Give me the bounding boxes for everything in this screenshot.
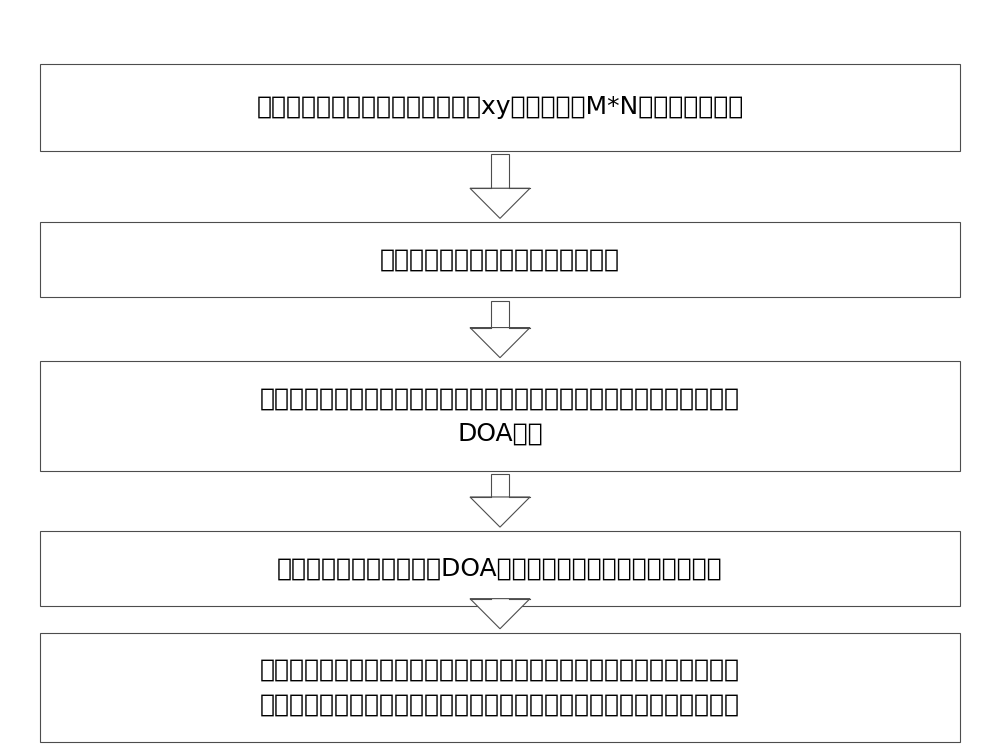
Text: 针对通信的基站与某移动终端，在xy平面上构造M*N个阵元的天线阵: 针对通信的基站与某移动终端，在xy平面上构造M*N个阵元的天线阵 bbox=[256, 96, 744, 119]
Text: 分别计算天线阵中每个阵因子的权值: 分别计算天线阵中每个阵因子的权值 bbox=[380, 248, 620, 272]
Text: 运用调整后每个阵因子的权值，通过对期望方向和非期望方向周围的角度
区域施加约束，在非期望方向上进行零陷扩展，同时在期望方向上无失真: 运用调整后每个阵因子的权值，通过对期望方向和非期望方向周围的角度 区域施加约束，… bbox=[260, 657, 740, 717]
Polygon shape bbox=[470, 188, 530, 218]
Polygon shape bbox=[470, 328, 530, 358]
Bar bbox=[491, 599, 509, 610]
Text: 根据各终端与基站之间的DOA信息，重新调整每个阵因子的权值: 根据各终端与基站之间的DOA信息，重新调整每个阵因子的权值 bbox=[277, 556, 723, 581]
Bar bbox=[40, 633, 960, 742]
Bar bbox=[40, 64, 960, 151]
Text: 根据目标移动终端与干扰移动终端的位置，分别计算各终端与基站之间的
DOA信息: 根据目标移动终端与干扰移动终端的位置，分别计算各终端与基站之间的 DOA信息 bbox=[260, 386, 740, 446]
Bar bbox=[491, 154, 509, 188]
Bar bbox=[40, 222, 960, 297]
Polygon shape bbox=[470, 497, 530, 527]
Bar bbox=[40, 531, 960, 606]
Bar bbox=[40, 361, 960, 471]
Polygon shape bbox=[470, 599, 530, 629]
Bar bbox=[491, 301, 509, 328]
Bar bbox=[491, 474, 509, 497]
